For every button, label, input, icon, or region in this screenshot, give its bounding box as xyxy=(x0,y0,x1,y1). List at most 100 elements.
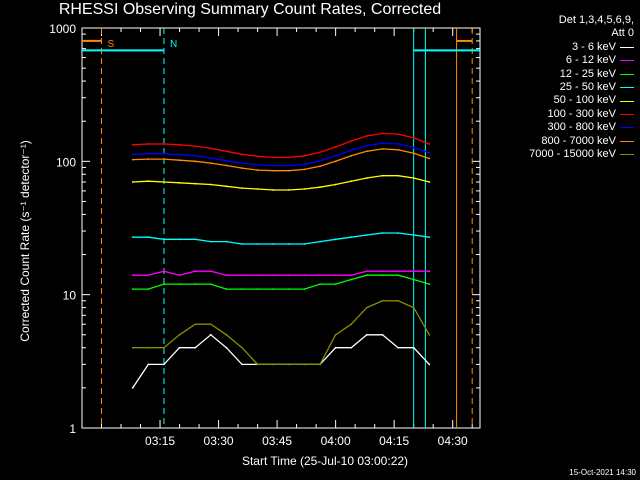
data-point xyxy=(287,164,290,167)
data-point xyxy=(319,363,321,366)
data-point xyxy=(241,162,243,164)
data-point xyxy=(147,158,150,160)
data-point xyxy=(272,363,275,366)
data-point xyxy=(412,152,415,155)
data-point xyxy=(131,274,134,277)
data-point xyxy=(194,270,197,273)
data-point xyxy=(365,144,368,147)
data-point xyxy=(397,148,399,151)
plot-frame xyxy=(81,27,481,429)
data-point xyxy=(428,157,431,160)
data-point xyxy=(412,270,415,273)
data-point xyxy=(428,236,431,239)
data-point xyxy=(381,270,384,273)
data-point xyxy=(131,346,134,349)
data-point xyxy=(147,180,150,183)
data-point xyxy=(131,288,134,291)
data-point xyxy=(178,159,181,162)
data-point xyxy=(163,270,165,273)
y-tick-label: 1000 xyxy=(49,22,76,36)
data-point xyxy=(334,346,337,349)
legend-swatch xyxy=(620,154,634,156)
data-point xyxy=(225,150,228,153)
data-point xyxy=(194,346,197,349)
data-point xyxy=(194,238,197,241)
x-tick-label: 04:00 xyxy=(321,434,351,448)
legend-item: 100 - 300 keV xyxy=(529,108,634,121)
data-point xyxy=(319,240,321,243)
data-point xyxy=(365,177,368,179)
data-point xyxy=(209,162,212,164)
data-point xyxy=(428,181,431,183)
data-point xyxy=(287,288,290,291)
data-point xyxy=(272,169,275,172)
data-point xyxy=(178,181,181,184)
data-point xyxy=(303,243,306,245)
data-point xyxy=(241,346,243,349)
data-point xyxy=(163,346,165,349)
data-point xyxy=(131,153,134,156)
data-point xyxy=(225,333,228,336)
data-point xyxy=(397,133,399,136)
legend-header-line-1: Det 1,3,4,5,6,9, xyxy=(558,14,634,26)
legend-swatch xyxy=(620,73,634,75)
data-point xyxy=(241,167,243,169)
data-point xyxy=(365,306,368,309)
data-point xyxy=(381,232,384,234)
legend-swatch xyxy=(620,114,634,116)
data-point xyxy=(272,156,275,159)
legend: Det 1,3,4,5,6,9, Att 0 3 - 6 keV 6 - 12 k… xyxy=(529,14,634,161)
data-point xyxy=(397,299,399,302)
data-point xyxy=(147,346,150,349)
x-tick-label: 04:15 xyxy=(379,434,409,448)
data-point xyxy=(256,188,259,190)
data-point xyxy=(397,143,399,145)
data-point xyxy=(319,151,321,154)
legend-label: 100 - 300 keV xyxy=(547,107,617,120)
data-point xyxy=(194,154,197,157)
data-point xyxy=(209,183,212,186)
data-point xyxy=(319,165,321,168)
data-point xyxy=(303,274,306,277)
legend-swatch xyxy=(620,140,634,142)
data-point xyxy=(209,270,212,273)
legend-label: 12 - 25 keV xyxy=(559,67,616,80)
data-point xyxy=(350,149,353,152)
data-point xyxy=(334,238,337,241)
data-point xyxy=(412,234,415,236)
data-point xyxy=(163,283,165,286)
x-axis-label: Start Time (25-Jul-10 03:00:22) xyxy=(241,454,409,468)
series-line-7 xyxy=(132,142,430,167)
y-tick-label: 1 xyxy=(69,422,76,436)
data-point xyxy=(397,346,399,349)
data-point xyxy=(178,346,181,349)
data-point xyxy=(397,174,399,177)
series-line-9 xyxy=(132,300,430,366)
data-point xyxy=(334,160,337,163)
data-point xyxy=(334,183,337,186)
data-point xyxy=(381,299,384,302)
data-point xyxy=(319,159,321,162)
data-point xyxy=(303,163,306,166)
data-point xyxy=(365,274,368,277)
data-point xyxy=(178,274,181,277)
data-point xyxy=(272,243,275,245)
data-point xyxy=(256,274,259,277)
data-point xyxy=(350,346,353,349)
data-point xyxy=(131,143,134,146)
data-point xyxy=(147,288,150,291)
data-point xyxy=(350,140,353,142)
legend-label: 7000 - 15000 keV xyxy=(529,148,616,161)
data-point xyxy=(256,243,259,245)
data-point xyxy=(163,238,165,241)
data-point xyxy=(147,363,150,366)
data-point xyxy=(287,189,290,191)
data-point xyxy=(303,288,306,291)
data-point xyxy=(397,274,399,277)
legend-swatch xyxy=(620,127,634,129)
legend-swatch xyxy=(620,87,634,89)
data-point xyxy=(272,189,275,191)
legend-label: 6 - 12 keV xyxy=(565,54,616,67)
data-point xyxy=(163,143,165,145)
data-point xyxy=(194,323,197,326)
